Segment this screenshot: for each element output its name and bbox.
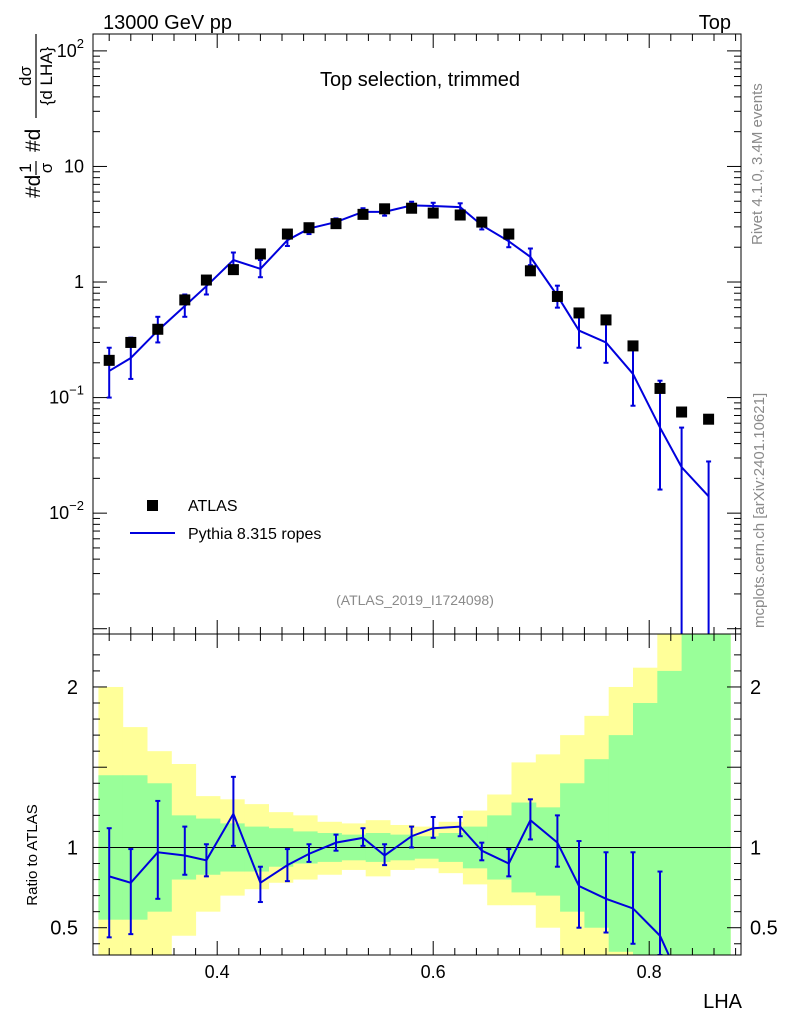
legend-mc-label: Pythia 8.315 ropes xyxy=(188,526,321,543)
x-tick-label: 0.4 xyxy=(205,962,230,982)
top-panel-plot xyxy=(103,200,715,634)
ratio-tick-label-right: 0.5 xyxy=(750,918,778,940)
ratio-tick-label-right: 1 xyxy=(750,837,761,859)
data-point xyxy=(503,228,515,240)
x-tick-label: 0.6 xyxy=(421,962,446,982)
ratio-band-inner-bin xyxy=(608,735,634,952)
data-point xyxy=(573,307,585,319)
ratio-y-axis-label: Ratio to ATLAS xyxy=(24,804,41,905)
data-point xyxy=(551,290,563,302)
ratio-tick-label-left: 0.5 xyxy=(50,918,78,940)
data-point xyxy=(227,264,239,276)
data-point xyxy=(703,413,715,425)
data-point xyxy=(200,274,212,286)
ratio-band-inner-bin xyxy=(657,670,683,955)
y-tick-label: 102 xyxy=(57,36,84,61)
header-process-label: Top xyxy=(699,12,731,34)
x-axis-title: LHA xyxy=(703,991,743,1013)
axes: 0.4 0.6 0.8 10−2 10−1 1 10 102 0.5 0.5 1 1 2 2 xyxy=(49,33,778,982)
y-tick-label: 10 xyxy=(64,156,84,176)
data-point xyxy=(179,294,191,306)
data-point xyxy=(125,336,137,348)
ratio-uncertainty-bands xyxy=(98,634,731,955)
y-label-one: 1 xyxy=(16,163,35,172)
ratio-tick-label-left: 1 xyxy=(67,837,78,859)
analysis-tag: (ATLAS_2019_I1724098) xyxy=(336,592,494,608)
data-point xyxy=(254,248,266,260)
data-point xyxy=(406,202,418,214)
rivet-version-label: Rivet 4.1.0, 3.4M events xyxy=(749,83,766,245)
ratio-band-inner-bin xyxy=(681,634,707,955)
data-point xyxy=(627,340,639,352)
y-tick-label: 10−1 xyxy=(49,383,84,408)
legend-data-marker xyxy=(147,500,158,511)
ratio-tick-label-left: 2 xyxy=(67,677,78,699)
data-point xyxy=(454,209,466,221)
ratio-band-inner-bin xyxy=(195,818,221,875)
legend: ATLAS Pythia 8.315 ropes xyxy=(130,498,321,543)
top-y-axis-label: #d 1 σ #d dσ {d LHA} xyxy=(16,34,56,198)
data-point xyxy=(524,265,536,277)
ratio-band-inner-bin xyxy=(705,634,731,955)
data-point xyxy=(476,216,488,228)
y-tick-label: 10−2 xyxy=(49,498,84,523)
data-point xyxy=(330,218,342,230)
data-point xyxy=(303,222,315,234)
data-point xyxy=(152,323,164,335)
data-point xyxy=(357,208,369,220)
data-point xyxy=(379,203,391,215)
data-point xyxy=(654,382,666,394)
data-point xyxy=(676,406,688,418)
ratio-series-line xyxy=(108,811,670,955)
ratio-panel-frame xyxy=(92,633,742,956)
y-label-d1: #d xyxy=(22,175,45,198)
data-point xyxy=(600,314,612,326)
data-point xyxy=(103,354,115,366)
y-label-d2: #d xyxy=(22,129,45,152)
y-label-dlha: {d LHA} xyxy=(37,46,56,105)
top-panel-frame xyxy=(92,33,742,635)
data-point xyxy=(427,207,439,219)
y-tick-label: 1 xyxy=(74,272,84,292)
ratio-band-inner-bin xyxy=(633,703,658,955)
source-site-label: mcplots.cern.ch [arXiv:2401.10621] xyxy=(751,393,768,628)
header-collision-label: 13000 GeV pp xyxy=(103,12,232,34)
y-label-dsigma: dσ xyxy=(16,66,35,86)
mc-series-line xyxy=(108,204,710,497)
ratio-panel-plot xyxy=(93,775,741,955)
data-point xyxy=(281,228,293,240)
plot-title: Top selection, trimmed xyxy=(320,69,520,91)
ratio-tick-label-right: 2 xyxy=(750,677,761,699)
legend-data-label: ATLAS xyxy=(188,498,238,515)
ratio-band-inner-bin xyxy=(244,826,269,872)
y-label-sigma: σ xyxy=(37,162,56,173)
x-tick-label: 0.8 xyxy=(637,962,662,982)
